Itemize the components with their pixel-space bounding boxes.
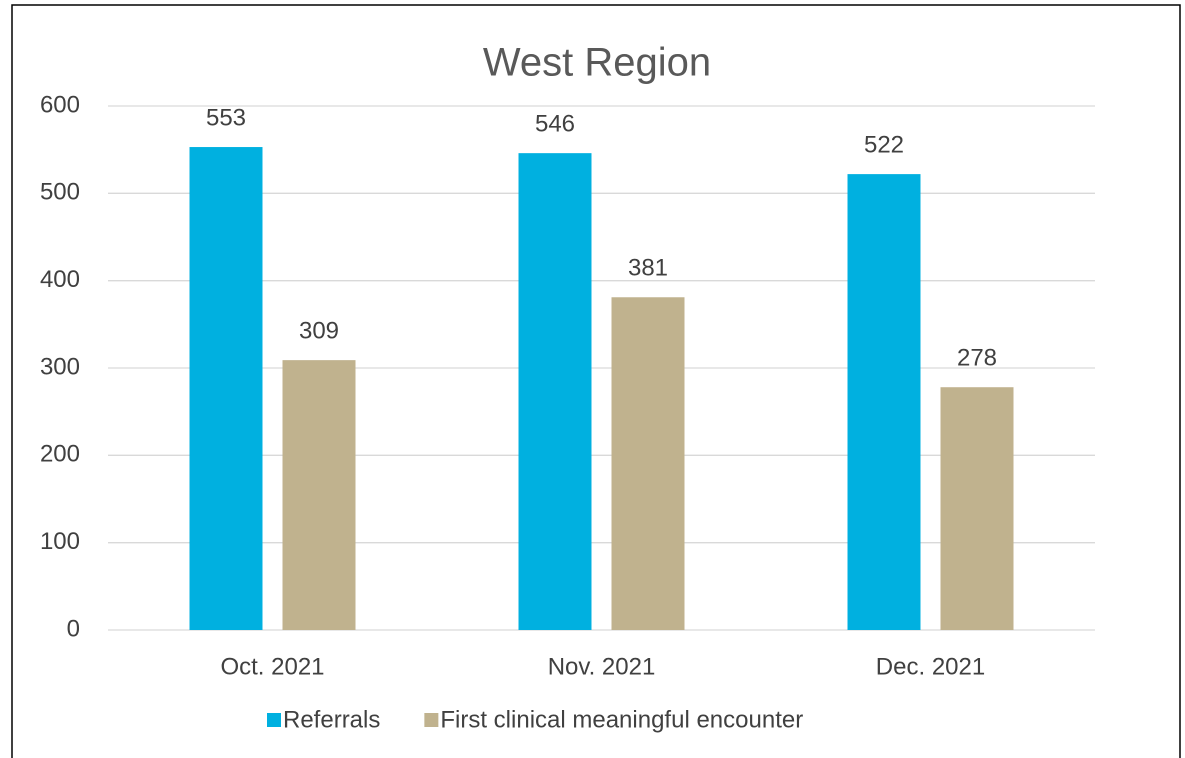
x-tick-label: Oct. 2021: [220, 653, 324, 680]
x-tick-label: Dec. 2021: [876, 653, 985, 680]
y-tick-label: 400: [40, 266, 80, 293]
x-tick-label: Nov. 2021: [548, 653, 656, 680]
y-tick-label: 0: [67, 615, 80, 642]
legend-swatch: [424, 713, 439, 727]
legend-label: First clinical meaningful encounter: [440, 706, 803, 733]
data-label: 553: [206, 104, 246, 131]
data-label: 381: [628, 255, 668, 282]
bar: [611, 297, 685, 630]
bar: [189, 147, 263, 630]
data-label: 309: [299, 317, 339, 344]
y-tick-label: 600: [40, 91, 80, 118]
bar: [940, 387, 1014, 630]
chart-title: West Region: [483, 41, 711, 85]
data-label: 546: [535, 111, 575, 138]
y-tick-label: 300: [40, 353, 80, 380]
bar: [282, 360, 356, 630]
chart-border: [11, 4, 1181, 758]
y-tick-label: 200: [40, 441, 80, 468]
y-tick-label: 500: [40, 179, 80, 206]
data-label: 522: [864, 131, 904, 158]
bar: [518, 153, 592, 630]
legend-swatch: [267, 713, 281, 727]
legend-label: Referrals: [283, 706, 380, 733]
bar: [847, 174, 921, 630]
y-tick-label: 100: [40, 528, 80, 555]
data-label: 278: [957, 345, 997, 372]
